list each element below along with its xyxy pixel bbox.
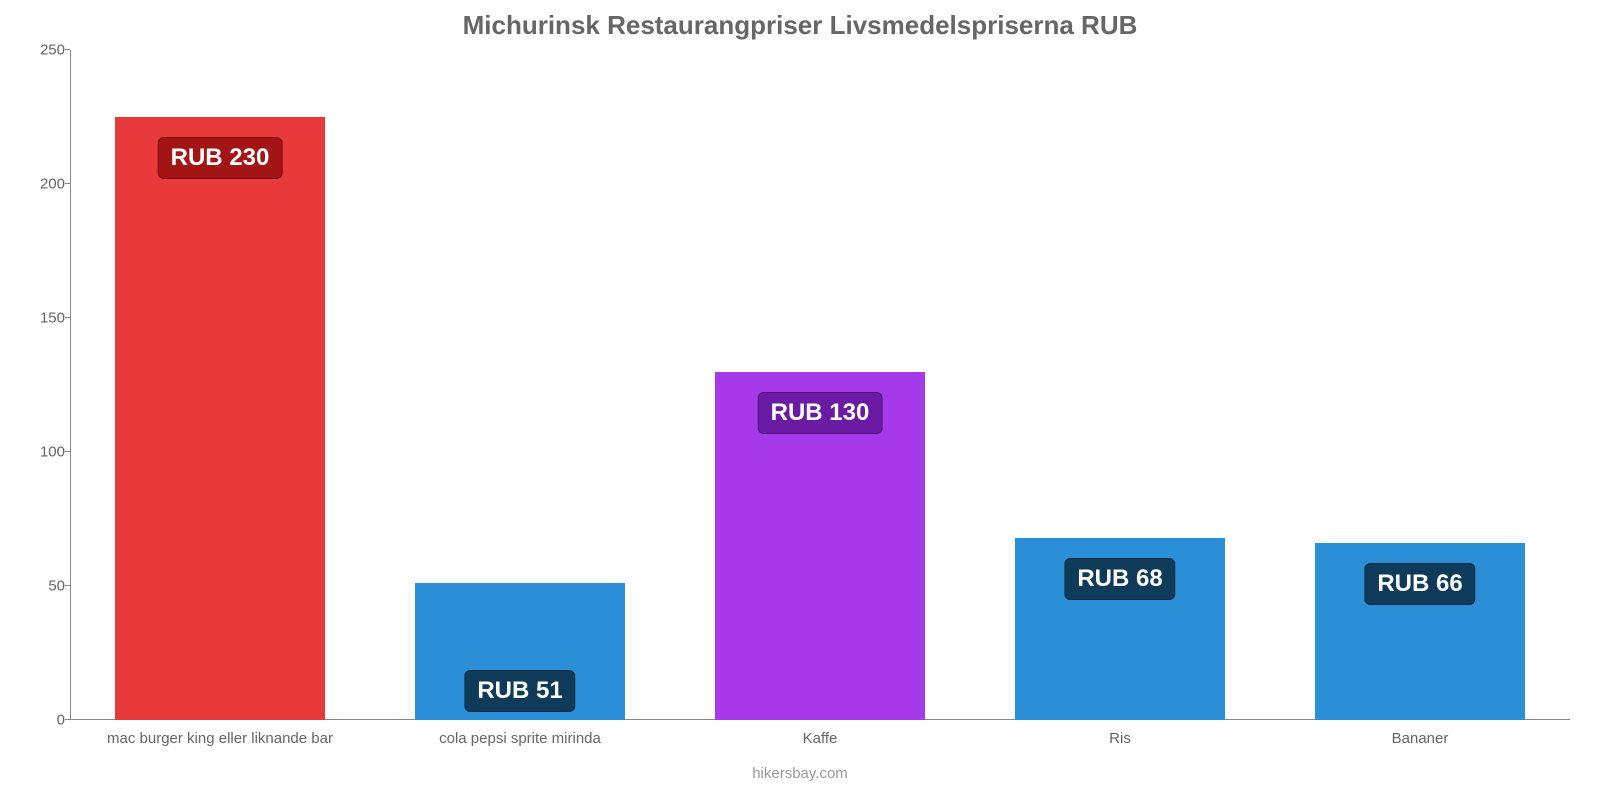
y-tick-mark (65, 183, 70, 184)
y-tick-label: 100 (20, 444, 65, 461)
y-tick-label: 200 (20, 176, 65, 193)
x-category-label: Ris (970, 730, 1270, 747)
bar: RUB 66 (1315, 543, 1525, 720)
attribution-text: hikersbay.com (0, 765, 1600, 782)
bar: RUB 230 (115, 117, 325, 720)
y-tick-mark (65, 719, 70, 720)
bar: RUB 130 (715, 372, 925, 720)
x-category-label: cola pepsi sprite mirinda (370, 730, 670, 747)
bar: RUB 68 (1015, 538, 1225, 720)
y-tick-label: 250 (20, 42, 65, 59)
bar-slot: RUB 51cola pepsi sprite mirinda (370, 50, 670, 720)
y-tick-label: 0 (20, 712, 65, 729)
bar: RUB 51 (415, 583, 625, 720)
y-tick-label: 50 (20, 578, 65, 595)
bar-slot: RUB 66Bananer (1270, 50, 1570, 720)
y-tick-mark (65, 585, 70, 586)
chart-title: Michurinsk Restaurangpriser Livsmedelspr… (0, 0, 1600, 41)
y-tick-mark (65, 317, 70, 318)
y-tick-mark (65, 451, 70, 452)
bars-container: RUB 230mac burger king eller liknande ba… (70, 50, 1570, 720)
y-tick-mark (65, 49, 70, 50)
bar-slot: RUB 230mac burger king eller liknande ba… (70, 50, 370, 720)
price-bar-chart: Michurinsk Restaurangpriser Livsmedelspr… (0, 0, 1600, 800)
bar-slot: RUB 68Ris (970, 50, 1270, 720)
plot-area: RUB 230mac burger king eller liknande ba… (70, 50, 1570, 720)
bar-slot: RUB 130Kaffe (670, 50, 970, 720)
x-category-label: Kaffe (670, 730, 970, 747)
bar-value-badge: RUB 230 (158, 137, 283, 179)
x-category-label: mac burger king eller liknande bar (70, 730, 370, 747)
y-tick-label: 150 (20, 310, 65, 327)
bar-value-badge: RUB 130 (758, 392, 883, 434)
bar-value-badge: RUB 68 (1064, 558, 1175, 600)
x-category-label: Bananer (1270, 730, 1570, 747)
bar-value-badge: RUB 66 (1364, 563, 1475, 605)
bar-value-badge: RUB 51 (464, 670, 575, 712)
